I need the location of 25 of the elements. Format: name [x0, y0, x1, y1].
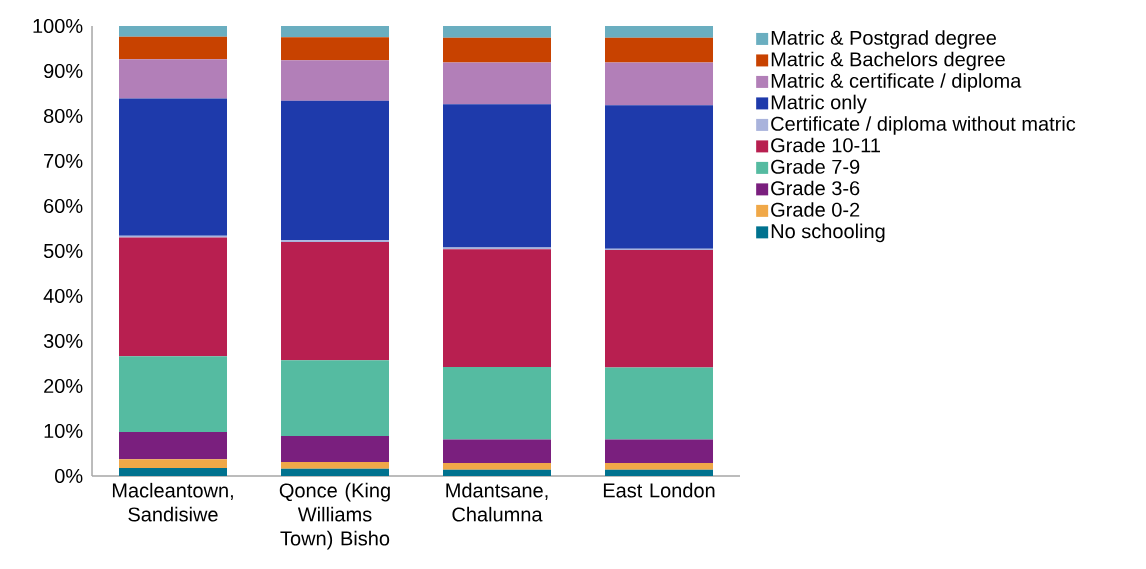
y-tick-label: 90% [44, 63, 83, 79]
legend-label: Certificate / diploma without matric [771, 116, 1076, 135]
x-tick-label: East London [603, 482, 715, 498]
legend-label: Matric & Postgrad degree [771, 30, 997, 49]
legend-label: Grade 3-6 [771, 180, 860, 196]
y-tick-label: 40% [43, 288, 83, 304]
y-tick-label: 70% [44, 153, 83, 169]
y-tick-label: 80% [43, 108, 83, 124]
legend-label: Grade 7-9 [771, 159, 860, 174]
legend-label: Matric & Bachelors degree [771, 51, 1005, 71]
y-tick-label: 60% [44, 198, 83, 214]
y-tick-label: 100% [33, 18, 83, 34]
y-tick-label: 0% [55, 468, 83, 484]
y-tick-label: 50% [43, 243, 83, 259]
x-tick-label: Qonce (King Williams Town) Bisho [279, 482, 390, 550]
x-tick-label: Macleantown, Sandisiwe [112, 482, 233, 522]
legend-label: Matric & certificate / diploma [771, 73, 1022, 92]
legend-label: Grade 0-2 [771, 202, 860, 217]
legend-label: Grade 10-11 [771, 137, 880, 153]
legend-label: Matric only [771, 94, 867, 114]
x-tick-label: Mdantsane, Chalumna [446, 482, 548, 522]
y-tick-label: 30% [43, 333, 83, 349]
y-tick-label: 10% [44, 423, 83, 439]
legend-label: No schooling [771, 223, 885, 243]
y-tick-label: 20% [44, 378, 83, 394]
